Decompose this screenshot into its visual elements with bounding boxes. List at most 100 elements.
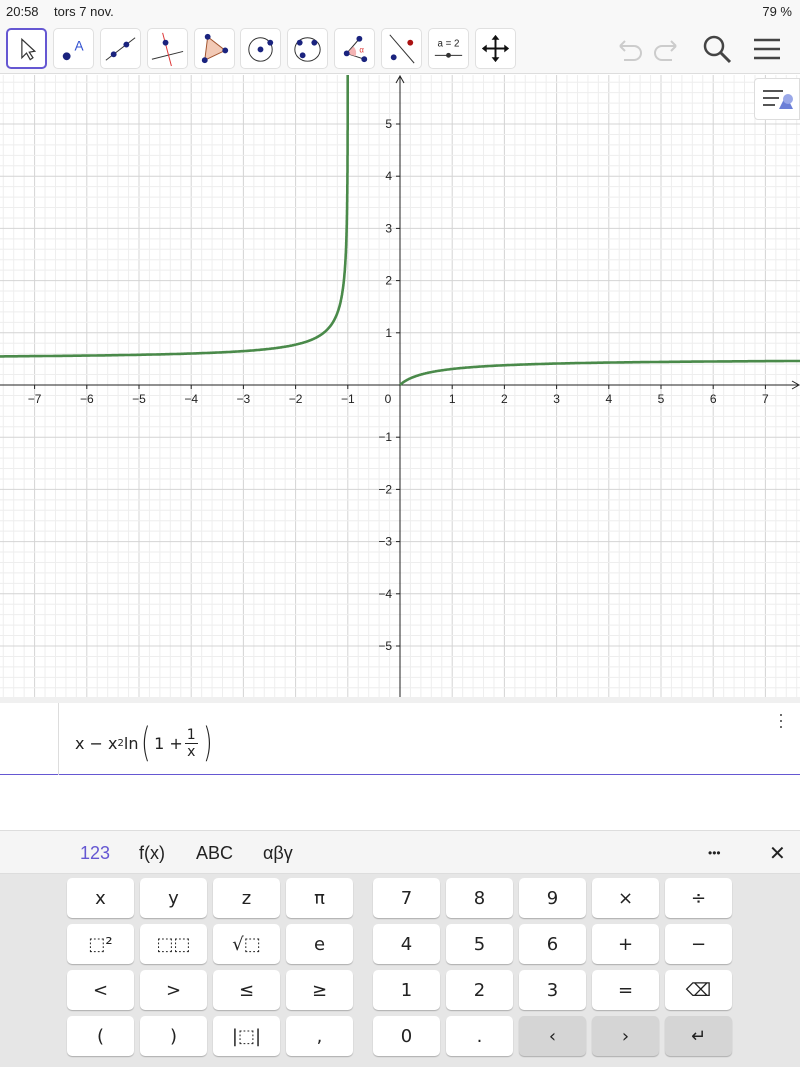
key[interactable]: y (140, 878, 207, 918)
x-tick-label: −3 (237, 392, 251, 406)
style-bar-toggle[interactable] (754, 78, 800, 120)
key[interactable]: × (592, 878, 659, 918)
graphics-view[interactable]: −7 −6 −5 −4 −3 −2 −1 0 1 2 3 4 5 6 7 5 4 3 2 1 −1 −2 −3 −4 −5 (0, 75, 800, 697)
y-tick-label: 4 (385, 169, 392, 183)
key[interactable]: ÷ (665, 878, 732, 918)
key[interactable]: 1 (373, 970, 440, 1010)
polygon-tool-button[interactable] (194, 28, 235, 69)
x-tick-label: 0 (385, 392, 392, 406)
key[interactable]: + (592, 924, 659, 964)
key[interactable]: , (286, 1016, 353, 1056)
key[interactable]: 7 (373, 878, 440, 918)
y-tick-label: −1 (378, 430, 392, 444)
fraction-numerator: 1 (184, 726, 198, 744)
key[interactable]: x (67, 878, 134, 918)
svg-text:A: A (74, 38, 84, 53)
key[interactable]: e (286, 924, 353, 964)
algebra-input-row[interactable]: x − x 2 ln (1 + 1 x) · · · (0, 703, 800, 775)
menu-icon[interactable] (750, 32, 784, 66)
toolbar: A α a = 2 (0, 24, 800, 74)
row-margin (58, 703, 59, 775)
x-tick-label: 4 (605, 392, 612, 406)
key[interactable]: 3 (519, 970, 586, 1010)
move-tool-button[interactable] (6, 28, 47, 69)
key[interactable]: 8 (446, 878, 513, 918)
x-tick-label: 2 (501, 392, 508, 406)
x-tick-label: 6 (710, 392, 717, 406)
key[interactable]: › (592, 1016, 659, 1056)
search-icon[interactable] (700, 32, 734, 66)
tab-greek[interactable]: αβγ (263, 843, 293, 863)
y-tick-label: 1 (385, 326, 392, 340)
tab-abc[interactable]: ABC (196, 843, 234, 863)
svg-text:α: α (359, 45, 364, 54)
key[interactable]: |⬚| (213, 1016, 280, 1056)
line-tool-button[interactable] (100, 28, 141, 69)
circle-center-icon (248, 37, 274, 62)
key[interactable]: ) (140, 1016, 207, 1056)
y-tick-label: −2 (378, 482, 392, 496)
reflect-icon (389, 34, 415, 64)
key[interactable]: < (67, 970, 134, 1010)
battery: 79 % (762, 4, 792, 19)
tab-fx[interactable]: f(x) (139, 843, 165, 863)
x-tick-label: 3 (553, 392, 560, 406)
key[interactable]: 6 (519, 924, 586, 964)
date: tors 7 nov. (54, 4, 114, 19)
key[interactable]: 0 (373, 1016, 440, 1056)
undo-icon[interactable] (612, 32, 646, 66)
x-tick-label: −4 (184, 392, 198, 406)
formula-exponent: 2 (117, 737, 124, 749)
formula-input[interactable]: x − x 2 ln (1 + 1 x) (75, 720, 213, 766)
key[interactable]: √⬚ (213, 924, 280, 964)
y-tick-label: −5 (378, 639, 392, 653)
function-curve-right[interactable] (399, 359, 800, 386)
key[interactable]: > (140, 970, 207, 1010)
key[interactable]: ↵ (665, 1016, 732, 1056)
fraction-denominator: x (187, 743, 196, 760)
keyboard-tabs: 123 f(x) ABC αβγ ••• ✕ (0, 830, 800, 874)
circle-3-points-tool-button[interactable] (287, 28, 328, 69)
key[interactable]: z (213, 878, 280, 918)
formula-one: 1 + (154, 733, 183, 753)
key[interactable]: 2 (446, 970, 513, 1010)
key[interactable]: ‹ (519, 1016, 586, 1056)
formula-term: x − x (75, 733, 118, 753)
slider-tool-button[interactable]: a = 2 (428, 28, 469, 69)
x-tick-label: −7 (28, 392, 42, 406)
key[interactable]: − (665, 924, 732, 964)
x-tick-label: −1 (341, 392, 355, 406)
keyboard: x y z π ⬚² ⬚⬚ √⬚ e < > ≤ ≥ () |⬚|, 7 8 9 × ÷ 4 5 6 + − 1 2 3 = ⌫ 0. ‹ ›… (0, 874, 800, 1067)
key[interactable]: ⬚⬚ (140, 924, 207, 964)
key[interactable]: = (592, 970, 659, 1010)
polygon-icon (201, 33, 229, 64)
more-options-icon[interactable]: · · · (778, 704, 784, 736)
x-tick-label: −2 (289, 392, 303, 406)
perpendicular-tool-button[interactable] (147, 28, 188, 69)
redo-icon[interactable] (650, 32, 684, 66)
more-keys-button[interactable]: ••• (708, 846, 721, 860)
key[interactable]: π (286, 878, 353, 918)
key[interactable]: 5 (446, 924, 513, 964)
x-tick-label: 1 (449, 392, 456, 406)
key[interactable]: ≥ (286, 970, 353, 1010)
key[interactable]: . (446, 1016, 513, 1056)
move-graphics-view-button[interactable] (475, 28, 516, 69)
circle-tool-button[interactable] (240, 28, 281, 69)
function-curve-left[interactable] (0, 75, 349, 358)
key[interactable]: 9 (519, 878, 586, 918)
y-tick-label: 3 (385, 221, 392, 235)
point-tool-button[interactable]: A (53, 28, 94, 69)
x-tick-label: 7 (762, 392, 769, 406)
key[interactable]: ⌫ (665, 970, 732, 1010)
key[interactable]: 4 (373, 924, 440, 964)
key[interactable]: ≤ (213, 970, 280, 1010)
angle-tool-button[interactable]: α (334, 28, 375, 69)
close-keyboard-button[interactable]: ✕ (769, 843, 786, 865)
reflect-tool-button[interactable] (381, 28, 422, 69)
key[interactable]: ( (67, 1016, 134, 1056)
key[interactable]: ⬚² (67, 924, 134, 964)
y-tick-label: −4 (378, 587, 392, 601)
tab-123[interactable]: 123 (80, 843, 111, 863)
algebra-view: x − x 2 ln (1 + 1 x) · · · (0, 697, 800, 830)
